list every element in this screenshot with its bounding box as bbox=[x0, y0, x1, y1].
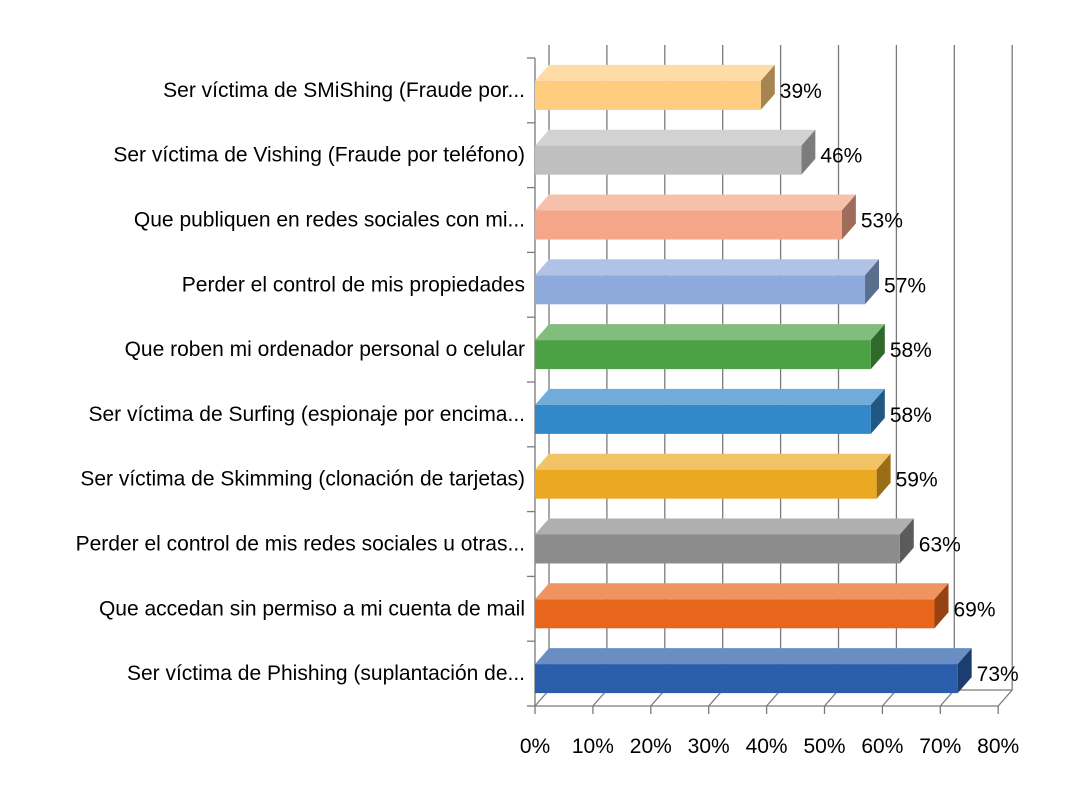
bar-end-face bbox=[841, 194, 856, 240]
bar-top-face bbox=[535, 583, 949, 600]
bar-top-face bbox=[535, 324, 885, 341]
data-label: 53% bbox=[861, 210, 903, 233]
bar-end-face bbox=[876, 453, 891, 499]
bar-front-face bbox=[535, 275, 866, 305]
bar-front-face bbox=[535, 599, 935, 629]
bar-front-face bbox=[535, 145, 802, 175]
x-tick-label: 80% bbox=[977, 735, 1019, 758]
bar-end-face bbox=[865, 259, 880, 305]
category-label: Ser víctima de SMiShing (Fraude por... bbox=[163, 79, 525, 102]
category-label: Ser víctima de Vishing (Fraude por teléf… bbox=[113, 144, 525, 167]
bar-front-face bbox=[535, 404, 871, 434]
bars bbox=[535, 64, 972, 694]
x-tick-label: 60% bbox=[861, 735, 903, 758]
bar bbox=[535, 259, 880, 305]
data-label: 58% bbox=[890, 339, 932, 362]
x-tick-label: 70% bbox=[919, 735, 961, 758]
x-tick-label: 10% bbox=[572, 735, 614, 758]
bar-top-face bbox=[535, 194, 856, 211]
bar-front-face bbox=[535, 340, 871, 370]
data-label: 69% bbox=[954, 598, 996, 621]
x-tick-label: 30% bbox=[688, 735, 730, 758]
bar bbox=[535, 129, 816, 175]
x-tick-label: 50% bbox=[803, 735, 845, 758]
bar-end-face bbox=[870, 324, 885, 370]
data-label: 58% bbox=[890, 404, 932, 427]
bar-top-face bbox=[535, 453, 891, 470]
bar-top-face bbox=[535, 518, 914, 535]
x-tick-label: 40% bbox=[746, 735, 788, 758]
category-label: Perder el control de mis propiedades bbox=[182, 273, 525, 296]
bar bbox=[535, 453, 891, 499]
labels: 0% 10% 20% 30% 40% 50% 60% 70% 80% 39% Ser víctima… bbox=[76, 79, 1020, 758]
category-label: Que roben mi ordenador personal o celula… bbox=[125, 338, 525, 361]
data-label: 39% bbox=[780, 80, 822, 103]
floor-gridline bbox=[997, 689, 1013, 707]
bar-front-face bbox=[535, 534, 900, 564]
bar bbox=[535, 324, 885, 370]
bar-top-face bbox=[535, 129, 816, 146]
bar-top-face bbox=[535, 388, 885, 405]
bar-top-face bbox=[535, 259, 880, 276]
bar-end-face bbox=[870, 388, 885, 434]
data-label: 59% bbox=[896, 469, 938, 492]
bar bbox=[535, 518, 914, 564]
data-label: 63% bbox=[919, 534, 961, 557]
bar-front-face bbox=[535, 80, 761, 110]
x-tick-label: 0% bbox=[520, 735, 550, 758]
category-label: Ser víctima de Phishing (suplantación de… bbox=[127, 662, 525, 685]
bar bbox=[535, 388, 885, 434]
data-label: 46% bbox=[820, 145, 862, 168]
bar bbox=[535, 64, 775, 110]
bar-front-face bbox=[535, 664, 958, 694]
bar bbox=[535, 648, 972, 694]
bar-end-face bbox=[957, 648, 972, 694]
bar-top-face bbox=[535, 64, 775, 81]
bar-top-face bbox=[535, 648, 972, 665]
category-label: Que accedan sin permiso a mi cuenta de m… bbox=[99, 597, 525, 620]
x-tick-label: 20% bbox=[630, 735, 672, 758]
data-label: 57% bbox=[884, 274, 926, 297]
bar bbox=[535, 583, 949, 629]
bar-end-face bbox=[801, 129, 816, 175]
bar-front-face bbox=[535, 469, 877, 499]
data-label: 73% bbox=[977, 663, 1019, 686]
bar-end-face bbox=[934, 583, 949, 629]
category-label: Ser víctima de Surfing (espionaje por en… bbox=[88, 403, 525, 426]
category-label: Ser víctima de Skimming (clonación de ta… bbox=[80, 468, 525, 491]
category-label: Que publiquen en redes sociales con mi..… bbox=[134, 209, 525, 232]
category-label: Perder el control de mis redes sociales … bbox=[76, 533, 525, 556]
bar bbox=[535, 194, 856, 240]
bar-end-face bbox=[760, 64, 775, 110]
bar-front-face bbox=[535, 210, 842, 240]
bar-end-face bbox=[899, 518, 914, 564]
